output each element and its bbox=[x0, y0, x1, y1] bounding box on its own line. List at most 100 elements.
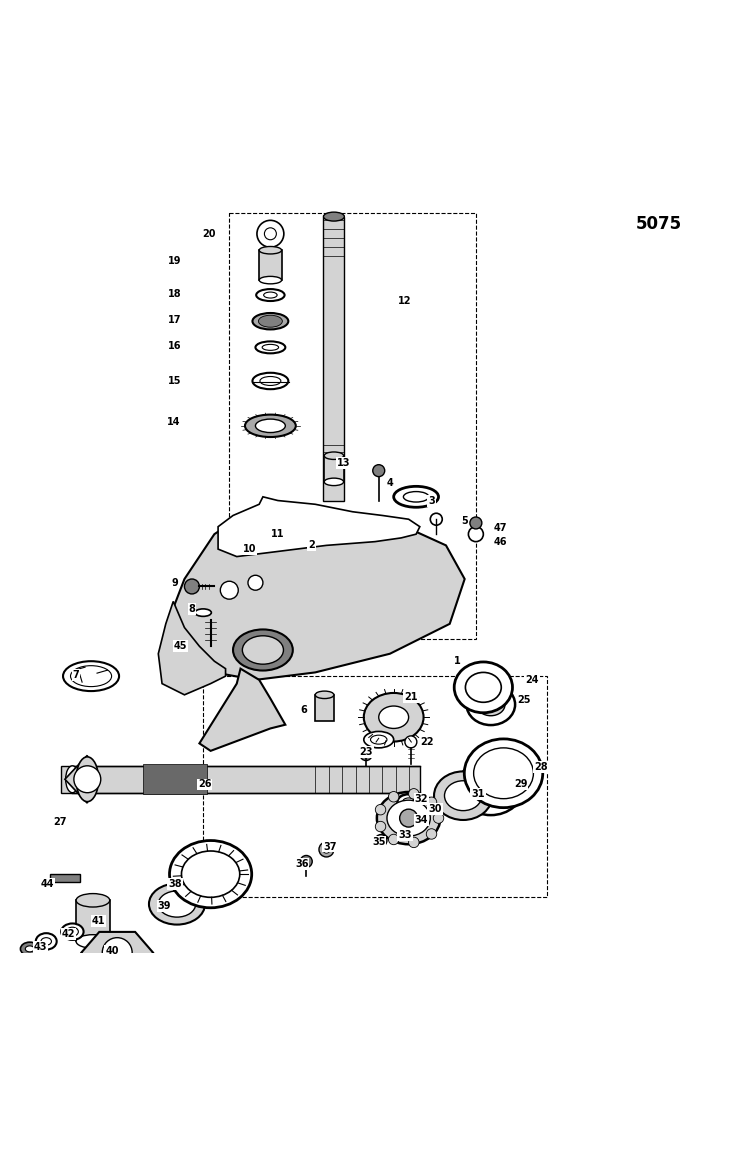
Bar bbox=[62, 765, 420, 793]
Text: 47: 47 bbox=[494, 523, 507, 533]
Circle shape bbox=[360, 748, 372, 761]
Text: 2: 2 bbox=[308, 541, 315, 550]
Text: 13: 13 bbox=[337, 459, 350, 468]
Ellipse shape bbox=[364, 692, 424, 741]
Text: 6: 6 bbox=[301, 705, 307, 714]
Text: 9: 9 bbox=[171, 578, 178, 588]
Circle shape bbox=[470, 516, 482, 529]
Ellipse shape bbox=[474, 748, 533, 799]
Text: 5075: 5075 bbox=[636, 215, 682, 233]
Circle shape bbox=[426, 829, 436, 840]
Ellipse shape bbox=[20, 943, 39, 955]
Text: 37: 37 bbox=[323, 842, 337, 851]
Ellipse shape bbox=[283, 533, 317, 548]
Text: 14: 14 bbox=[166, 417, 180, 427]
Ellipse shape bbox=[76, 935, 109, 948]
Polygon shape bbox=[218, 497, 420, 557]
Ellipse shape bbox=[315, 691, 334, 698]
Circle shape bbox=[409, 837, 419, 848]
Bar bbox=[260, 250, 281, 280]
Polygon shape bbox=[166, 519, 465, 680]
Circle shape bbox=[412, 818, 421, 827]
Ellipse shape bbox=[387, 800, 430, 836]
Polygon shape bbox=[200, 668, 285, 750]
Ellipse shape bbox=[63, 661, 119, 691]
Circle shape bbox=[300, 856, 312, 867]
Ellipse shape bbox=[306, 512, 324, 519]
Ellipse shape bbox=[149, 884, 205, 924]
Ellipse shape bbox=[404, 492, 429, 503]
Text: 33: 33 bbox=[398, 829, 412, 840]
Text: 35: 35 bbox=[372, 837, 386, 846]
Circle shape bbox=[319, 842, 334, 857]
Ellipse shape bbox=[67, 928, 78, 936]
Text: 15: 15 bbox=[168, 376, 182, 386]
Bar bbox=[203, 676, 547, 896]
Circle shape bbox=[409, 789, 419, 799]
Ellipse shape bbox=[256, 419, 285, 433]
Ellipse shape bbox=[466, 673, 501, 702]
Ellipse shape bbox=[458, 758, 524, 815]
Text: 46: 46 bbox=[494, 536, 507, 547]
Circle shape bbox=[378, 837, 384, 843]
Ellipse shape bbox=[76, 757, 98, 801]
Ellipse shape bbox=[26, 946, 34, 952]
Ellipse shape bbox=[445, 780, 482, 811]
Ellipse shape bbox=[364, 732, 394, 748]
Ellipse shape bbox=[376, 792, 440, 844]
Circle shape bbox=[248, 576, 263, 591]
Ellipse shape bbox=[66, 765, 79, 793]
Text: 12: 12 bbox=[398, 296, 412, 306]
Bar bbox=[323, 217, 344, 500]
Text: 40: 40 bbox=[105, 946, 118, 957]
Ellipse shape bbox=[379, 706, 409, 728]
Text: 39: 39 bbox=[158, 901, 171, 911]
Circle shape bbox=[388, 834, 399, 844]
Ellipse shape bbox=[290, 536, 310, 544]
Ellipse shape bbox=[70, 666, 112, 687]
Text: 16: 16 bbox=[168, 340, 182, 351]
Ellipse shape bbox=[324, 478, 344, 485]
Circle shape bbox=[375, 805, 386, 815]
Text: 42: 42 bbox=[62, 929, 76, 939]
Ellipse shape bbox=[262, 344, 278, 351]
Polygon shape bbox=[65, 755, 87, 804]
Circle shape bbox=[316, 519, 328, 532]
Text: 17: 17 bbox=[168, 315, 182, 324]
Ellipse shape bbox=[253, 313, 288, 329]
Circle shape bbox=[375, 821, 386, 831]
Text: 19: 19 bbox=[168, 256, 182, 266]
Circle shape bbox=[375, 835, 387, 846]
Ellipse shape bbox=[324, 452, 344, 460]
Text: 25: 25 bbox=[518, 695, 531, 705]
Bar bbox=[315, 695, 334, 721]
Ellipse shape bbox=[469, 768, 513, 806]
Circle shape bbox=[102, 938, 132, 968]
Text: 36: 36 bbox=[295, 859, 308, 870]
Polygon shape bbox=[81, 932, 153, 974]
Circle shape bbox=[265, 228, 276, 240]
Text: 18: 18 bbox=[168, 288, 182, 299]
Ellipse shape bbox=[256, 290, 284, 301]
Ellipse shape bbox=[476, 694, 505, 716]
Ellipse shape bbox=[260, 277, 281, 284]
Ellipse shape bbox=[466, 684, 515, 725]
Text: 21: 21 bbox=[404, 692, 418, 702]
Text: 29: 29 bbox=[514, 779, 527, 790]
Ellipse shape bbox=[62, 923, 83, 940]
Text: 44: 44 bbox=[41, 879, 55, 889]
Ellipse shape bbox=[298, 508, 332, 523]
Circle shape bbox=[400, 809, 418, 827]
Ellipse shape bbox=[256, 342, 285, 353]
Bar bbox=[230, 213, 476, 639]
Polygon shape bbox=[158, 601, 226, 695]
Text: 10: 10 bbox=[243, 544, 256, 555]
Bar bbox=[76, 900, 109, 941]
Ellipse shape bbox=[260, 376, 280, 386]
Text: 11: 11 bbox=[271, 529, 284, 540]
Bar bbox=[143, 764, 207, 794]
Ellipse shape bbox=[259, 315, 282, 328]
Circle shape bbox=[220, 581, 238, 599]
Ellipse shape bbox=[170, 841, 252, 908]
Text: 45: 45 bbox=[174, 642, 188, 651]
